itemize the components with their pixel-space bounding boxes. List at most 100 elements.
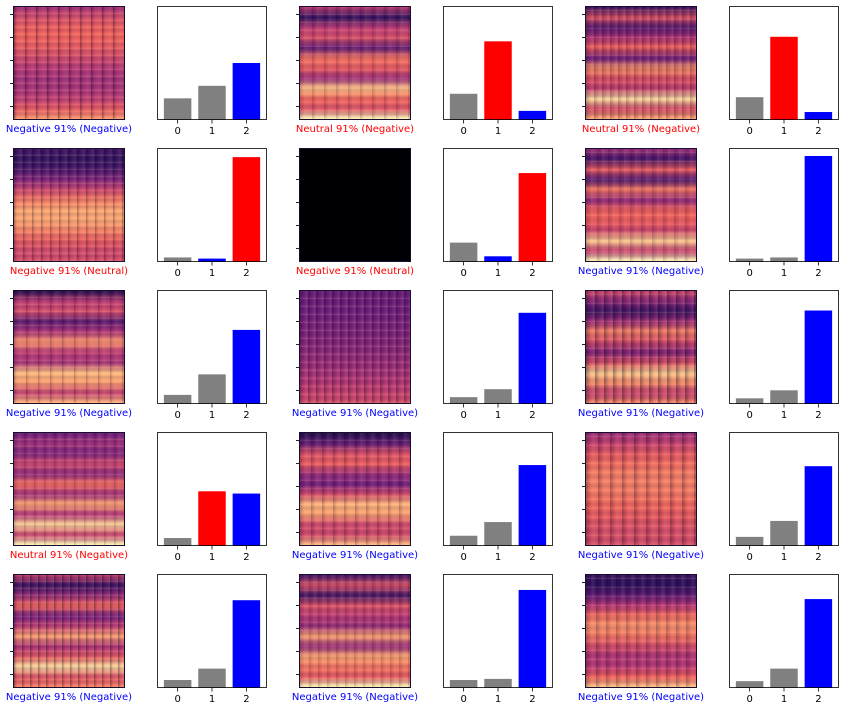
bar-class-1	[484, 41, 512, 121]
x-tick-label: 1	[209, 410, 215, 421]
bar-class-2	[518, 312, 547, 404]
x-tick-label: 1	[495, 268, 501, 279]
y-tick-mark	[296, 440, 299, 441]
x-tick-label: 2	[243, 410, 249, 421]
y-tick-mark	[296, 582, 299, 583]
spectrogram-image	[585, 290, 697, 404]
x-tick-label: 0	[174, 552, 180, 563]
x-tick-label: 0	[746, 410, 752, 421]
x-tick-label: 0	[746, 268, 752, 279]
spectrogram-image	[585, 6, 697, 120]
bar-class-2	[804, 155, 833, 262]
x-tick-label: 2	[529, 410, 535, 421]
y-tick-mark	[296, 605, 299, 606]
spectrogram-image	[13, 290, 125, 404]
y-tick-mark	[582, 298, 585, 299]
axes-frame	[443, 148, 553, 262]
bar-class-1	[198, 668, 226, 688]
x-tick-label: 2	[529, 552, 535, 563]
spectrogram-image	[585, 432, 697, 546]
axes-frame	[157, 6, 267, 120]
prediction-caption: Negative 91% (Neutral)	[9, 266, 129, 277]
y-tick-mark	[582, 156, 585, 157]
x-tick-label: 2	[243, 268, 249, 279]
x-tick-label: 0	[460, 126, 466, 137]
probability-bar-chart: 0 1 2	[729, 290, 839, 421]
y-tick-mark	[10, 605, 13, 606]
y-tick-mark	[10, 14, 13, 15]
bar-class-0	[163, 538, 192, 546]
x-tick-label: 2	[815, 410, 821, 421]
y-tick-mark	[582, 605, 585, 606]
axes-frame	[729, 148, 839, 262]
y-tick-mark	[10, 202, 13, 203]
bar-class-2	[518, 589, 547, 688]
y-tick-mark	[10, 298, 13, 299]
x-tick-label: 1	[209, 552, 215, 563]
x-tick-label: 1	[781, 410, 787, 421]
y-tick-mark	[582, 37, 585, 38]
y-tick-mark	[582, 106, 585, 107]
y-tick-mark	[10, 344, 13, 345]
probability-bar-chart: 0 1 2	[443, 6, 553, 137]
prediction-caption: Negative 91% (Negative)	[5, 124, 133, 135]
y-tick-mark	[296, 106, 299, 107]
y-tick-mark	[10, 60, 13, 61]
y-tick-mark	[582, 321, 585, 322]
y-tick-mark	[582, 60, 585, 61]
bar-class-1	[770, 520, 798, 546]
y-tick-mark	[296, 225, 299, 226]
axes-frame	[157, 574, 267, 688]
y-tick-mark	[296, 532, 299, 533]
y-tick-mark	[582, 509, 585, 510]
y-tick-mark	[10, 463, 13, 464]
axes-frame	[157, 290, 267, 404]
x-tick-label: 2	[243, 552, 249, 563]
y-tick-mark	[296, 321, 299, 322]
spectrogram-image	[13, 148, 125, 262]
x-tick-label: 2	[815, 268, 821, 279]
axes-frame	[729, 574, 839, 688]
bar-class-2	[804, 310, 833, 404]
y-tick-mark	[10, 37, 13, 38]
axes-frame	[729, 432, 839, 546]
y-tick-mark	[10, 321, 13, 322]
y-tick-mark	[296, 509, 299, 510]
y-tick-mark	[582, 582, 585, 583]
bar-class-2	[804, 466, 833, 546]
bar-class-1	[770, 668, 798, 688]
prediction-caption: Negative 91% (Negative)	[291, 692, 419, 703]
y-tick-mark	[10, 248, 13, 249]
x-tick-label: 2	[243, 126, 249, 137]
y-tick-mark	[296, 248, 299, 249]
y-tick-mark	[10, 106, 13, 107]
bar-class-0	[735, 398, 764, 404]
x-tick-label: 2	[815, 694, 821, 705]
y-tick-mark	[582, 651, 585, 652]
x-tick-label: 2	[529, 268, 535, 279]
y-tick-mark	[10, 225, 13, 226]
bar-class-0	[163, 98, 192, 120]
bar-class-1	[198, 258, 226, 262]
prediction-caption: Negative 91% (Negative)	[5, 408, 133, 419]
prediction-caption: Neutral 91% (Negative)	[581, 124, 701, 135]
y-tick-mark	[582, 674, 585, 675]
x-tick-label: 1	[781, 126, 787, 137]
bar-class-2	[232, 600, 261, 688]
spectrogram-image	[299, 574, 411, 688]
x-tick-label: 0	[460, 410, 466, 421]
prediction-caption: Negative 91% (Negative)	[5, 692, 133, 703]
bar-class-2	[232, 157, 261, 262]
prediction-caption: Negative 91% (Negative)	[577, 408, 705, 419]
x-tick-label: 1	[495, 552, 501, 563]
probability-bar-chart: 0 1 2	[443, 290, 553, 421]
x-tick-label: 2	[529, 694, 535, 705]
bar-class-0	[735, 258, 764, 262]
y-tick-mark	[296, 14, 299, 15]
y-tick-mark	[296, 367, 299, 368]
probability-bar-chart: 0 1 2	[157, 6, 267, 137]
y-tick-mark	[10, 628, 13, 629]
x-tick-label: 0	[460, 268, 466, 279]
bar-class-1	[484, 256, 512, 262]
